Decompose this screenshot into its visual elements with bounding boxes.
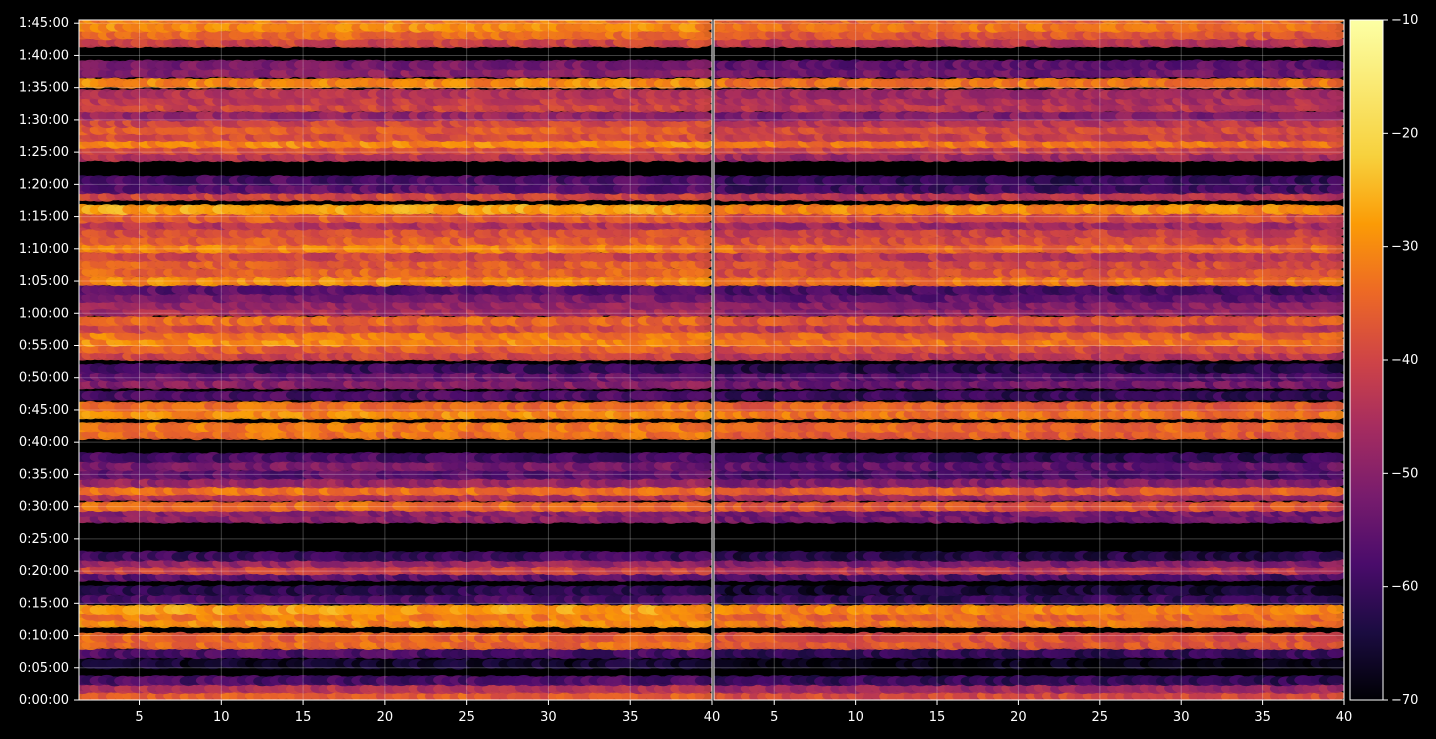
heatmap-cell — [694, 152, 712, 163]
heatmap-band — [79, 401, 712, 413]
heatmap-band — [79, 500, 712, 513]
heatmap-cell — [694, 293, 712, 304]
heatmap-band — [79, 460, 712, 472]
heatmap-cell — [694, 401, 712, 412]
heatmap-band — [79, 174, 712, 187]
heatmap-panel-left — [79, 20, 712, 700]
heatmap-cell — [694, 452, 712, 463]
heatmap-band — [79, 584, 712, 597]
heatmap-cell — [694, 175, 712, 186]
heatmap-cell — [694, 235, 712, 246]
heatmap-band — [79, 110, 712, 122]
heatmap-band — [79, 477, 712, 489]
heatmap-cell — [694, 390, 712, 401]
heatmap-cell — [694, 585, 712, 596]
heatmap-cell — [694, 243, 712, 254]
heatmap-cell — [694, 343, 712, 354]
heatmap-cell — [694, 468, 712, 479]
heatmap-cell — [694, 371, 712, 382]
heatmap-cell — [694, 212, 712, 223]
heatmap-band — [79, 674, 712, 687]
heatmap-band — [79, 390, 712, 402]
heatmap-band — [79, 227, 712, 239]
heatmap-band — [79, 604, 712, 616]
heatmap-band — [79, 647, 712, 660]
heatmap-band — [79, 315, 712, 327]
heatmap-cell — [694, 633, 712, 644]
heatmap-cell — [694, 675, 712, 686]
heatmap-band — [79, 451, 712, 464]
heatmap-band — [79, 550, 712, 562]
heatmap-band — [79, 378, 712, 390]
heatmap-cell — [694, 478, 712, 488]
heatmap-cell — [694, 132, 712, 143]
heatmap-band — [79, 593, 712, 606]
heatmap-cell — [694, 683, 712, 694]
heatmap-cell — [694, 691, 712, 700]
heatmap-cell — [694, 204, 712, 215]
heatmap-band — [79, 363, 712, 375]
heatmap-cell — [694, 604, 712, 615]
heatmap-band — [79, 275, 712, 287]
heatmap-cell — [694, 378, 712, 389]
heatmap-band — [79, 242, 712, 254]
heatmap-cell — [694, 259, 712, 269]
heatmap-cell — [694, 422, 712, 433]
heatmap-cell — [694, 285, 712, 295]
heatmap-band — [79, 284, 712, 296]
heatmap-band — [79, 468, 712, 481]
heatmap-band — [79, 408, 712, 421]
heatmap-band — [79, 292, 712, 304]
heatmap-cell — [694, 409, 712, 420]
heatmap-band — [79, 266, 712, 279]
heatmap-band — [79, 250, 712, 263]
heatmap-cell — [694, 461, 712, 472]
heatmap-cell — [694, 183, 712, 194]
heatmap-cell — [694, 251, 712, 262]
heatmap-cell — [694, 220, 712, 231]
heatmap-cell — [694, 227, 712, 238]
heatmap-band — [79, 658, 712, 670]
heatmap-band — [79, 203, 712, 216]
heatmap-cell — [694, 315, 712, 326]
heatmap-cell — [694, 267, 712, 278]
heatmap-band — [79, 484, 712, 497]
heatmap-cell — [694, 648, 712, 659]
heatmap-cell — [694, 276, 712, 287]
heatmap-band — [79, 234, 712, 247]
heatmap-cell — [694, 363, 712, 374]
heatmap-band — [79, 631, 712, 644]
heatmap-cell — [694, 550, 712, 561]
heatmap-cell — [694, 486, 712, 496]
heatmap-cell — [694, 502, 712, 513]
heatmap-cell — [694, 111, 712, 122]
heatmap-cell — [694, 593, 712, 604]
heatmap-band — [79, 183, 712, 195]
heatmap-cell — [694, 565, 712, 576]
heatmap-band — [79, 421, 712, 434]
heatmap-cell — [694, 659, 712, 670]
heatmap-band — [79, 212, 712, 224]
